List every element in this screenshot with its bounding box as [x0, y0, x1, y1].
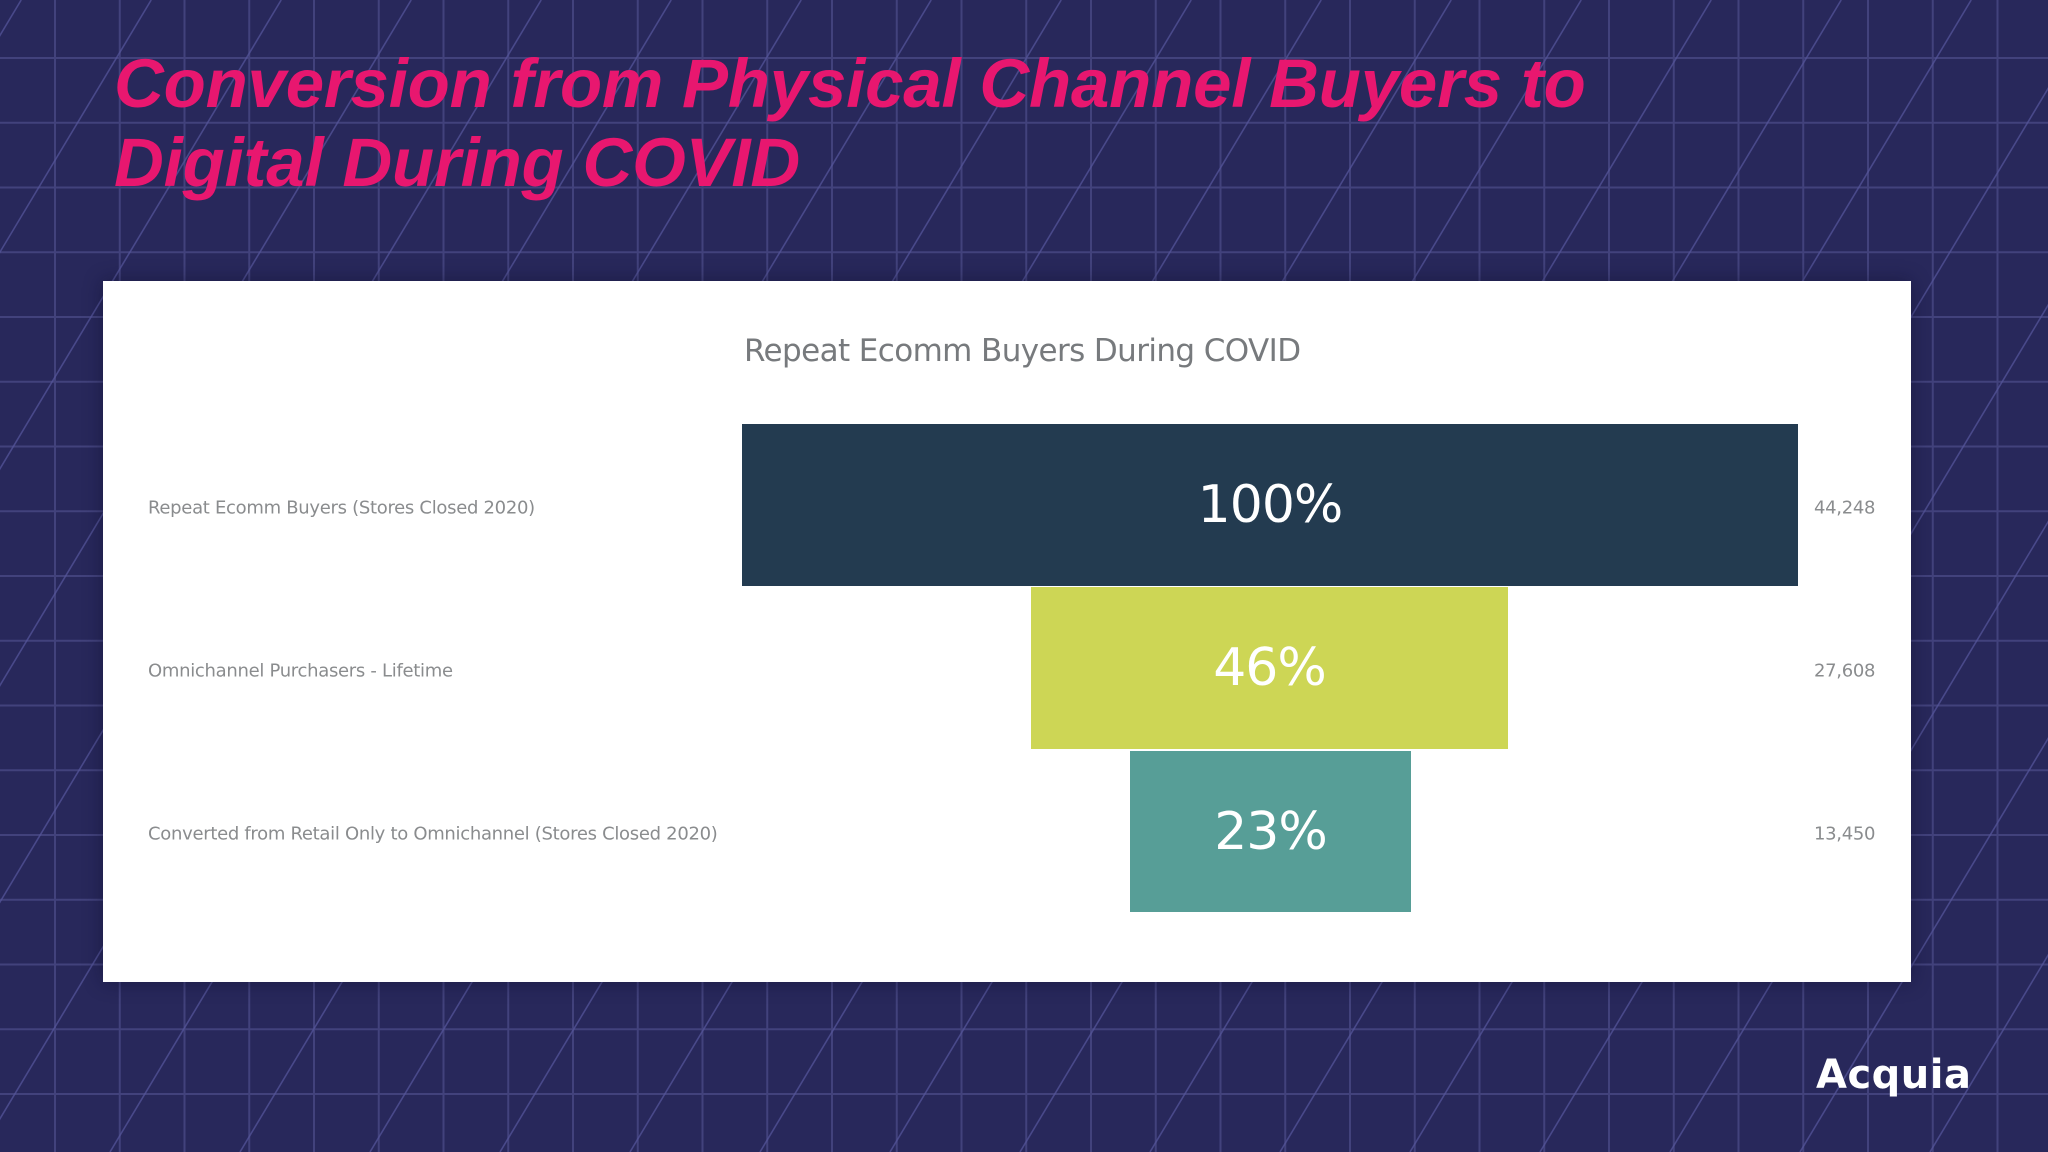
funnel-bar-percent: 23%: [1214, 801, 1328, 862]
funnel-bar-converted-retail-to-omnichannel[interactable]: 23%: [1130, 751, 1411, 912]
chart-title: Repeat Ecomm Buyers During COVID: [744, 333, 1301, 369]
funnel-bar-omnichannel-purchasers[interactable]: 46%: [1031, 587, 1508, 749]
funnel-stage-label: Omnichannel Purchasers - Lifetime: [148, 660, 453, 682]
slide-title: Conversion from Physical Channel Buyers …: [114, 44, 1814, 202]
funnel-stage-label: Repeat Ecomm Buyers (Stores Closed 2020): [148, 497, 535, 519]
slide-title-line-1: Conversion from Physical Channel Buyers …: [114, 45, 1586, 122]
funnel-stage-value: 13,450: [1814, 823, 1876, 845]
chart-card: Repeat Ecomm Buyers During COVID Repeat …: [103, 281, 1911, 982]
funnel-stage-value: 27,608: [1814, 660, 1876, 682]
funnel-bar-percent: 46%: [1213, 638, 1327, 698]
funnel-bar-percent: 100%: [1197, 475, 1344, 535]
acquia-logo: Acquia: [1816, 1052, 1972, 1098]
funnel-stage-value: 44,248: [1814, 497, 1876, 519]
funnel-bar-repeat-ecomm-buyers[interactable]: 100%: [742, 424, 1798, 586]
slide-title-line-2: Digital During COVID: [114, 124, 801, 201]
funnel-stage-label: Converted from Retail Only to Omnichanne…: [148, 823, 718, 845]
